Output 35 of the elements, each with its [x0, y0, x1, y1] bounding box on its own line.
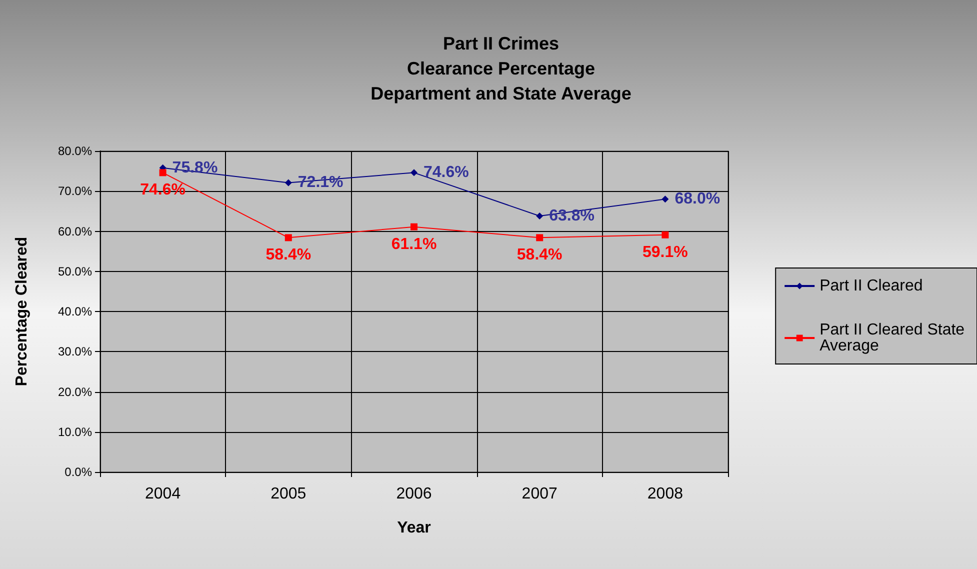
y-tick-label: 30.0% [58, 344, 92, 359]
legend-label: Part II Cleared State Average [820, 322, 969, 354]
x-tick-label: 2007 [522, 486, 558, 502]
data-label: 68.0% [674, 190, 720, 208]
data-label: 61.1% [391, 236, 437, 253]
y-tick-label: 50.0% [58, 264, 92, 278]
point [662, 231, 669, 238]
data-label: 63.8% [549, 208, 594, 225]
data-label: 58.4% [516, 246, 562, 264]
y-tick-label: 0.0% [64, 465, 92, 479]
y-tick-label: 10.0% [58, 424, 92, 439]
x-tick-label: 2005 [270, 486, 306, 502]
y-tick-label: 20.0% [58, 384, 92, 399]
point [410, 223, 418, 230]
y-tick-label: 70.0% [58, 184, 92, 198]
point [536, 234, 544, 242]
point [662, 196, 669, 203]
x-tick-label: 2004 [145, 486, 181, 502]
x-tick-label: 2008 [647, 486, 684, 502]
chart-title: Part II Crimes Clearance Percentage Department and State Average [370, 34, 632, 104]
x-axis-title: Year [397, 520, 431, 536]
y-tick-label: 80.0% [58, 144, 92, 158]
x-tick-label: 2006 [396, 486, 432, 502]
point [159, 169, 166, 176]
y-tick-label: 40.0% [58, 304, 92, 318]
data-label: 74.6% [424, 164, 469, 182]
data-label: 59.1% [642, 244, 688, 261]
y-axis-title: Percentage Cleared [14, 236, 30, 386]
point [284, 234, 292, 242]
legend-label: Part II Cleared [820, 278, 923, 294]
point [536, 212, 544, 220]
point [410, 169, 418, 176]
point [284, 179, 292, 186]
data-label: 58.4% [266, 246, 312, 264]
y-tick-label: 60.0% [58, 224, 92, 238]
